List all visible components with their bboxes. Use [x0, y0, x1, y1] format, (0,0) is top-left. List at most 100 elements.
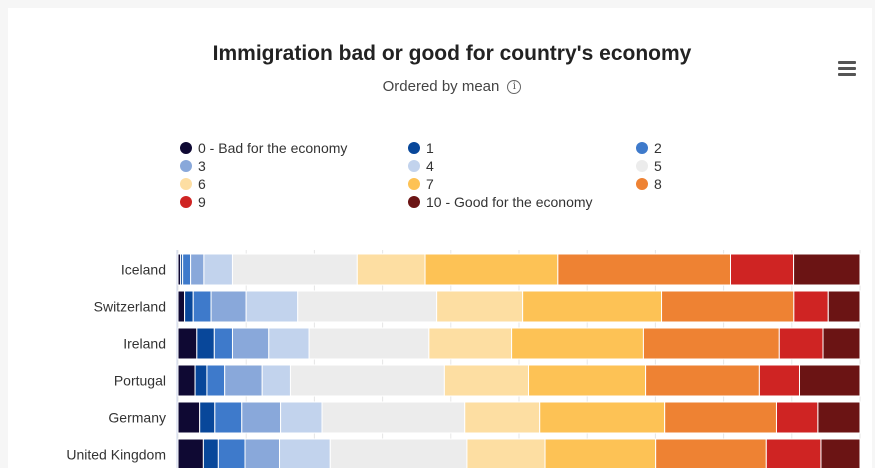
bar-segment[interactable] — [424, 253, 559, 286]
bar-segment[interactable] — [231, 327, 270, 360]
bar-segment[interactable] — [820, 438, 861, 468]
bar-segment[interactable] — [308, 327, 430, 360]
legend-swatch — [180, 142, 192, 154]
legend-item[interactable]: 3 — [180, 158, 206, 176]
bar-segment[interactable] — [793, 290, 829, 323]
legend-swatch — [408, 142, 420, 154]
bar-segment[interactable] — [528, 364, 647, 397]
chart-title: Immigration bad or good for country's ec… — [212, 42, 692, 65]
bar-segment[interactable] — [194, 364, 208, 397]
bar-segment[interactable] — [177, 327, 198, 360]
bar-segment[interactable] — [182, 253, 192, 286]
category-label: Switzerland — [94, 299, 166, 315]
bar-segment[interactable] — [177, 364, 196, 397]
bar-segment[interactable] — [661, 290, 795, 323]
legend-swatch — [636, 142, 648, 154]
legend-item[interactable]: 0 - Bad for the economy — [180, 140, 347, 158]
legend-item[interactable]: 10 - Good for the economy — [408, 194, 593, 212]
bar-segment[interactable] — [177, 290, 186, 323]
bar-segment[interactable] — [511, 327, 644, 360]
legend-label: 7 — [426, 176, 434, 192]
bar-segment[interactable] — [466, 438, 546, 468]
chart-subtitle: Ordered by mean i — [8, 78, 872, 95]
bar-segment[interactable] — [214, 401, 243, 434]
bar-segment[interactable] — [645, 364, 760, 397]
bar-segment[interactable] — [177, 401, 201, 434]
legend-label: 3 — [198, 158, 206, 174]
bar-segment[interactable] — [778, 327, 824, 360]
category-label: Iceland — [121, 262, 166, 278]
bar-segment[interactable] — [544, 438, 657, 468]
bar-segment[interactable] — [177, 438, 204, 468]
bar-segment[interactable] — [268, 327, 310, 360]
chart-card: Immigration bad or good for country's ec… — [8, 8, 872, 468]
bar-segment[interactable] — [199, 401, 216, 434]
bar-segment[interactable] — [436, 290, 524, 323]
bar-segment[interactable] — [280, 401, 323, 434]
bar-segment[interactable] — [190, 253, 205, 286]
bar-segment[interactable] — [206, 364, 226, 397]
legend-label: 2 — [654, 140, 662, 156]
bar-segment[interactable] — [793, 253, 861, 286]
bar-segment[interactable] — [213, 327, 233, 360]
legend-swatch — [180, 178, 192, 190]
category-label: Portugal — [114, 373, 166, 389]
bar-segment[interactable] — [822, 327, 861, 360]
bar-segment[interactable] — [775, 401, 819, 434]
legend-swatch — [408, 178, 420, 190]
bar-segment[interactable] — [827, 290, 861, 323]
bar-segment[interactable] — [443, 364, 530, 397]
legend-label: 10 - Good for the economy — [426, 194, 593, 210]
legend-swatch — [180, 160, 192, 172]
bar-segment[interactable] — [539, 401, 666, 434]
legend-swatch — [408, 160, 420, 172]
legend-item[interactable]: 5 — [636, 158, 662, 176]
bar-segment[interactable] — [192, 290, 212, 323]
bar-segment[interactable] — [758, 364, 800, 397]
legend-label: 4 — [426, 158, 434, 174]
bar-segment[interactable] — [289, 364, 445, 397]
legend-swatch — [636, 160, 648, 172]
legend-item[interactable]: 6 — [180, 176, 206, 194]
chart-menu-icon[interactable] — [834, 56, 860, 82]
bar-segment[interactable] — [664, 401, 777, 434]
bar-segment[interactable] — [730, 253, 795, 286]
bar-segment[interactable] — [297, 290, 438, 323]
bar-segment[interactable] — [642, 327, 780, 360]
bar-segment[interactable] — [329, 438, 468, 468]
bar-segment[interactable] — [817, 401, 861, 434]
legend-item[interactable]: 8 — [636, 176, 662, 194]
legend-item[interactable]: 2 — [636, 140, 662, 158]
legend-item[interactable]: 4 — [408, 158, 434, 176]
bar-segment[interactable] — [464, 401, 541, 434]
legend-swatch — [636, 178, 648, 190]
legend-swatch — [180, 196, 192, 208]
bar-segment[interactable] — [279, 438, 331, 468]
bar-segment[interactable] — [217, 438, 246, 468]
bar-segment[interactable] — [203, 253, 233, 286]
bar-segment[interactable] — [356, 253, 426, 286]
bar-segment[interactable] — [261, 364, 291, 397]
bar-segment[interactable] — [224, 364, 263, 397]
bar-segment[interactable] — [655, 438, 767, 468]
subtitle-text: Ordered by mean — [382, 78, 500, 95]
bar-segment[interactable] — [522, 290, 663, 323]
bar-segment[interactable] — [245, 290, 299, 323]
bar-segment[interactable] — [428, 327, 513, 360]
bar-segment[interactable] — [321, 401, 466, 434]
legend-item[interactable]: 9 — [180, 194, 206, 212]
bar-segment[interactable] — [210, 290, 247, 323]
legend-item[interactable]: 1 — [408, 140, 434, 158]
bar-segment[interactable] — [765, 438, 822, 468]
bar-segment[interactable] — [241, 401, 282, 434]
bar-segment[interactable] — [202, 438, 219, 468]
bar-segment[interactable] — [196, 327, 215, 360]
bar-segment[interactable] — [184, 290, 194, 323]
bar-segment[interactable] — [244, 438, 281, 468]
legend-item[interactable]: 7 — [408, 176, 434, 194]
bar-segment[interactable] — [557, 253, 732, 286]
bar-segment[interactable] — [798, 364, 861, 397]
bar-segment[interactable] — [231, 253, 358, 286]
info-icon[interactable]: i — [507, 80, 522, 95]
legend-label: 1 — [426, 140, 434, 156]
